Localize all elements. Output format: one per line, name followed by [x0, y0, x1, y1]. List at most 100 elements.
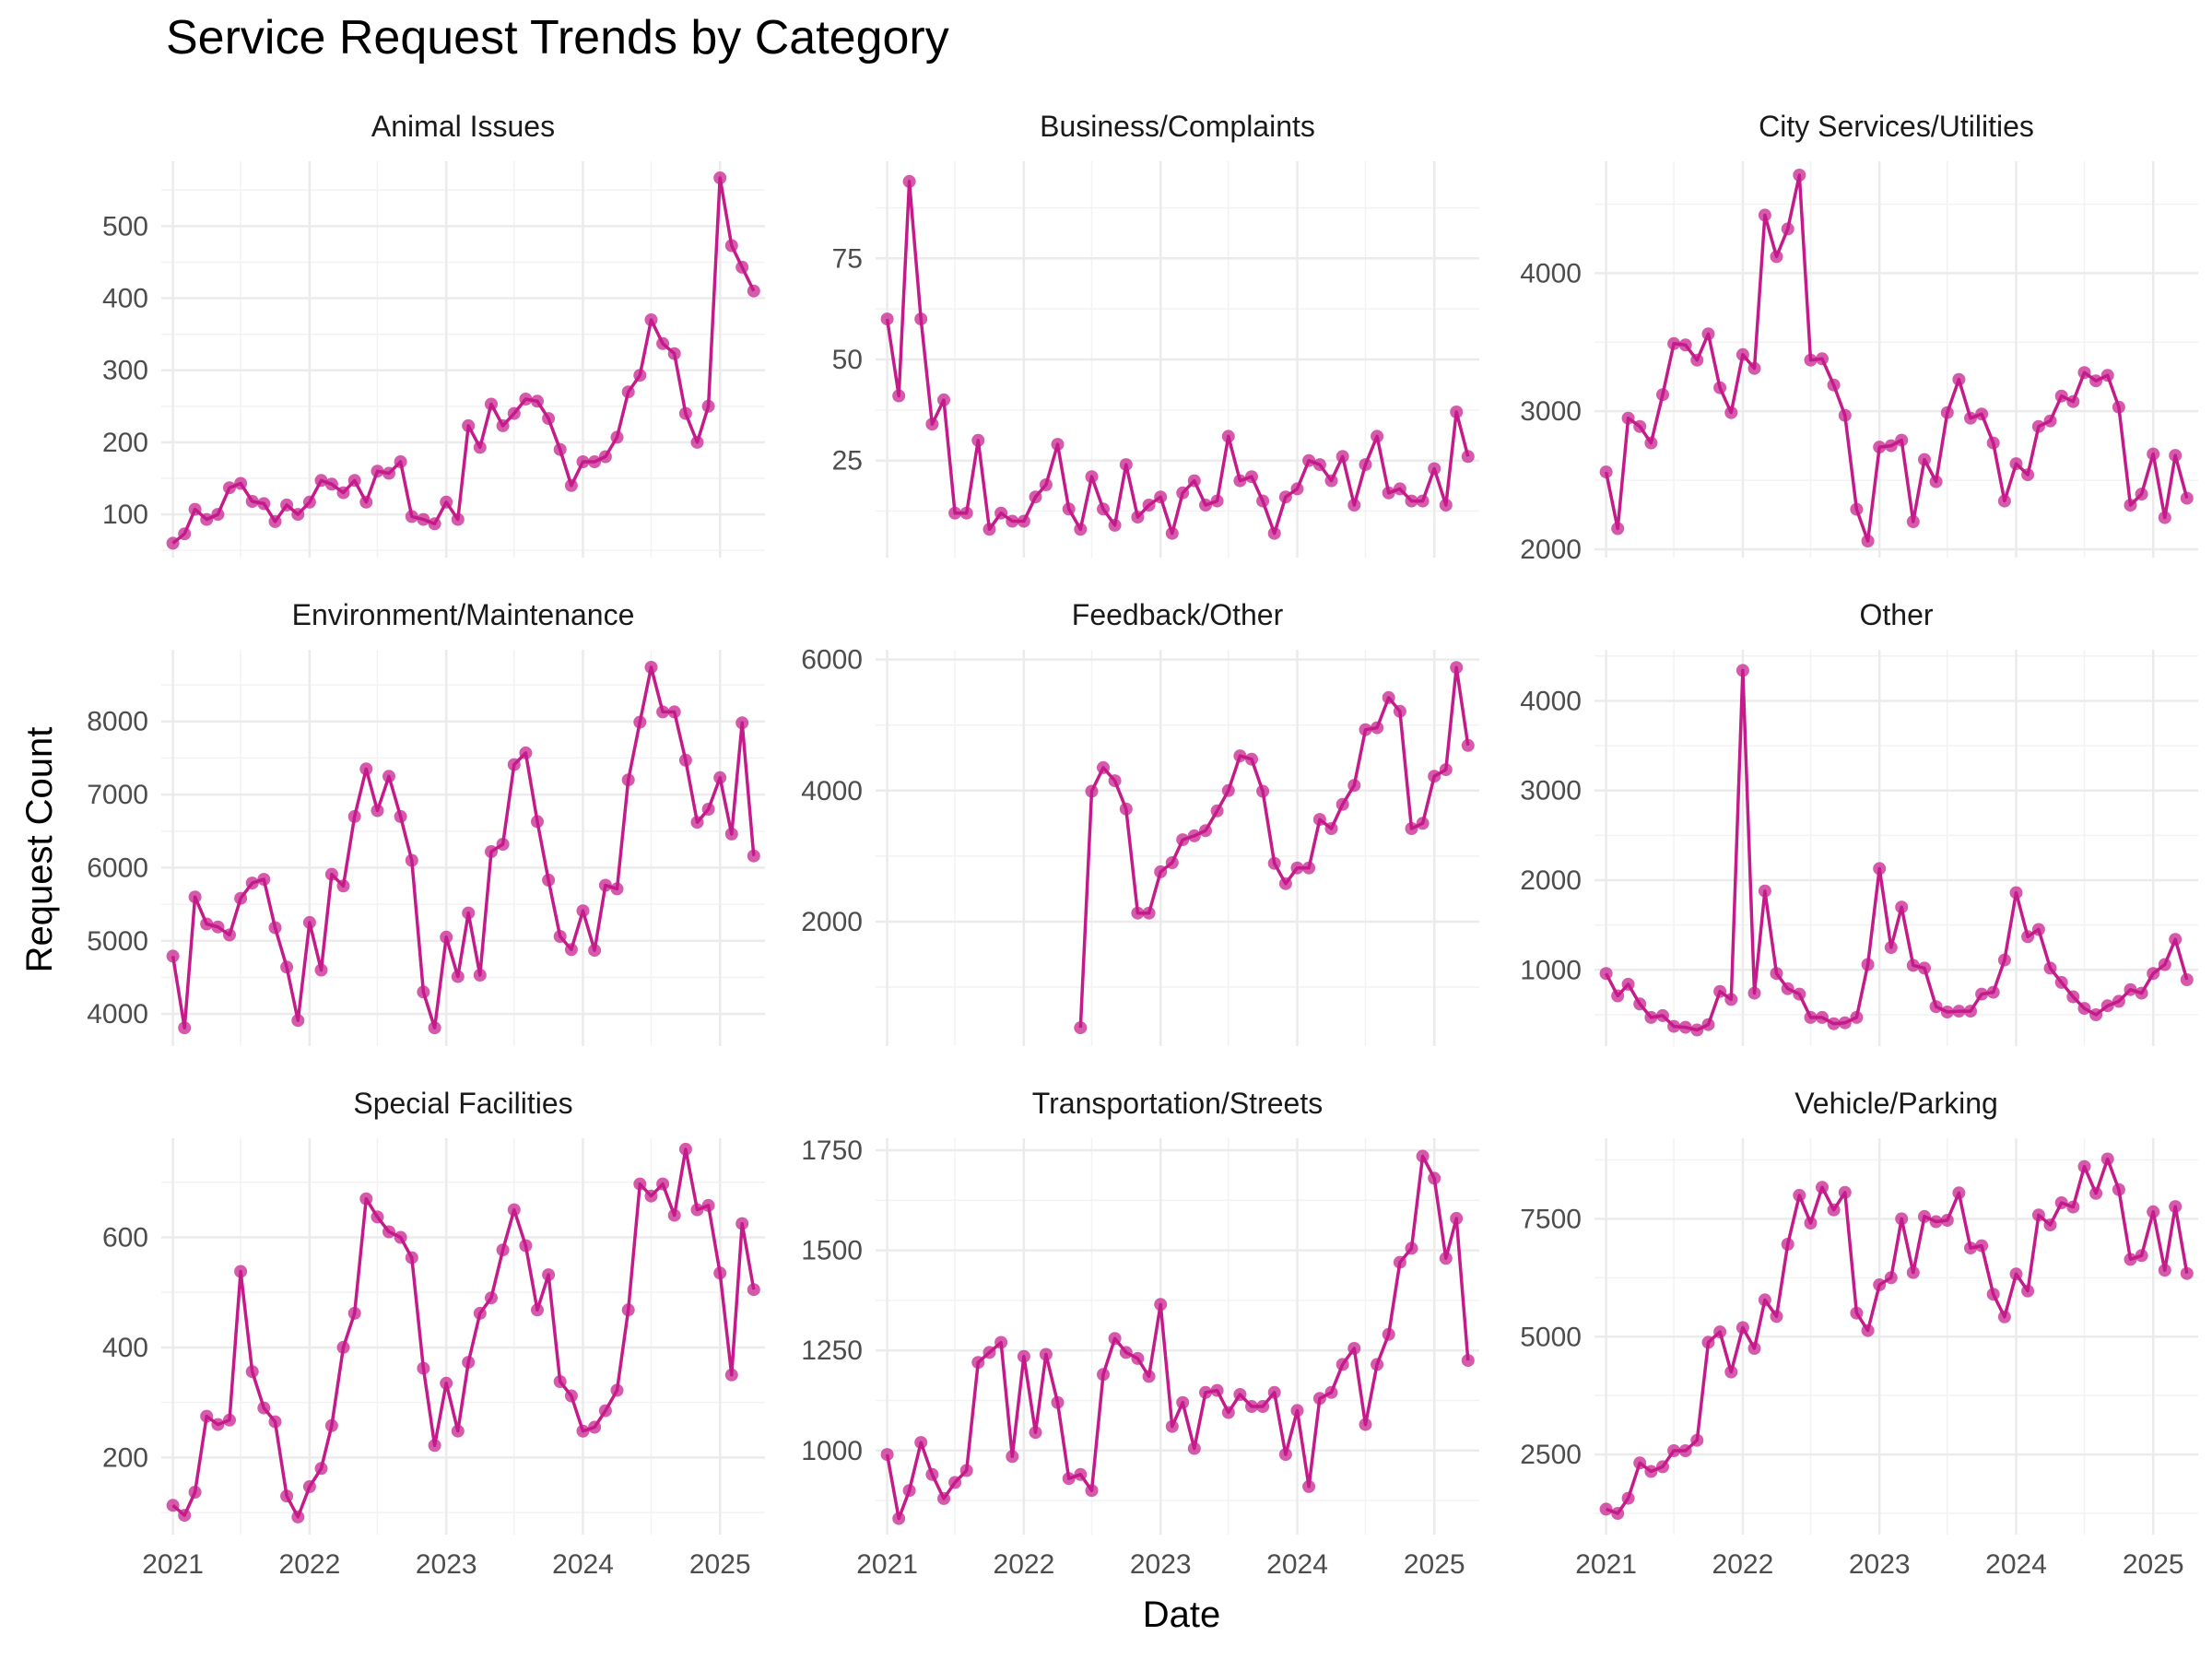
data-point	[1758, 1293, 1771, 1307]
data-point	[1701, 1018, 1715, 1031]
data-point	[1724, 993, 1738, 1006]
data-point	[1335, 450, 1349, 464]
data-point	[1611, 989, 1625, 1003]
data-point	[2021, 468, 2035, 482]
data-point	[667, 1208, 681, 1222]
data-point	[405, 1251, 418, 1265]
data-point	[1347, 779, 1361, 793]
data-point	[1781, 1238, 1794, 1251]
data-point	[2021, 930, 2035, 944]
data-point	[1221, 1406, 1235, 1419]
data-point	[440, 1376, 453, 1390]
data-point	[496, 1243, 510, 1257]
data-point	[405, 853, 418, 867]
data-point	[1097, 760, 1110, 774]
data-point	[324, 477, 338, 491]
data-point	[234, 1265, 248, 1278]
data-point	[1997, 494, 2011, 508]
y-tick-label: 1250	[801, 1335, 863, 1366]
data-point	[1929, 475, 1943, 488]
data-point	[1667, 1019, 1681, 1033]
data-point	[2135, 488, 2148, 501]
data-point	[531, 1303, 544, 1317]
y-tick-label: 7500	[1520, 1204, 1582, 1234]
data-point	[507, 758, 521, 771]
data-point	[1233, 1388, 1247, 1401]
data-point	[735, 716, 749, 730]
data-point	[564, 943, 578, 957]
data-point	[982, 523, 996, 536]
data-point	[1884, 439, 1898, 453]
data-point	[644, 1189, 658, 1203]
data-point	[1895, 433, 1909, 447]
data-point	[1644, 1010, 1658, 1024]
data-point	[1278, 877, 1292, 890]
data-point	[1713, 1325, 1727, 1339]
facet-label: Business/Complaints	[1040, 110, 1315, 143]
facet-label: Other	[1859, 598, 1933, 631]
series-line	[171, 665, 756, 1030]
data-point	[1359, 723, 1372, 736]
data-point	[1142, 1370, 1156, 1383]
data-point	[2112, 1182, 2125, 1196]
data-point	[610, 430, 624, 444]
data-point	[1827, 1203, 1841, 1217]
data-point	[1267, 1385, 1281, 1399]
data-point	[1359, 1418, 1372, 1431]
series-line	[171, 176, 756, 545]
data-point	[553, 442, 567, 456]
data-point	[1633, 419, 1647, 433]
data-point	[245, 495, 259, 508]
x-tick-label: 2021	[142, 1549, 204, 1580]
data-point	[2147, 1205, 2160, 1218]
data-point	[1770, 1310, 1783, 1324]
data-point	[1701, 327, 1715, 341]
data-point	[1906, 959, 1920, 972]
data-point	[1781, 982, 1794, 995]
data-point	[880, 1448, 894, 1462]
data-point	[223, 481, 236, 495]
data-point	[1382, 1327, 1395, 1341]
y-tick-label: 50	[832, 345, 863, 375]
series-line	[1078, 665, 1470, 1029]
data-point	[735, 260, 749, 274]
data-point	[1256, 784, 1270, 798]
x-tick-label: 2023	[1130, 1549, 1192, 1580]
x-tick-label: 2024	[1266, 1549, 1328, 1580]
data-point	[302, 1480, 316, 1493]
data-point	[1735, 1321, 1749, 1335]
data-point	[747, 284, 760, 298]
data-point	[1997, 953, 2011, 967]
chart-title: Service Request Trends by Category	[166, 11, 949, 65]
data-point	[1245, 1400, 1258, 1413]
data-point	[1873, 862, 1887, 876]
data-point	[2112, 994, 2125, 1008]
data-point	[1770, 250, 1783, 264]
data-point	[166, 536, 180, 550]
data-point	[1428, 1171, 1441, 1185]
data-point	[678, 1142, 692, 1156]
data-point	[2169, 1200, 2183, 1214]
data-point	[314, 474, 328, 488]
data-point	[1074, 1467, 1088, 1481]
data-point	[644, 313, 658, 326]
data-point	[678, 406, 692, 420]
data-point	[1074, 1021, 1088, 1035]
data-point	[2009, 457, 2023, 471]
data-point	[462, 418, 476, 432]
data-point	[1416, 1149, 1430, 1163]
data-point	[1986, 1288, 2000, 1301]
data-point	[2100, 999, 2114, 1013]
data-point	[166, 1499, 180, 1512]
data-point	[1678, 1020, 1692, 1034]
data-point	[257, 497, 271, 511]
data-point	[428, 1021, 441, 1035]
x-tick-label: 2024	[552, 1549, 614, 1580]
y-axis-title: Request Count	[19, 727, 60, 973]
data-point	[1324, 1385, 1338, 1399]
data-point	[2043, 414, 2057, 428]
data-point	[2169, 933, 2183, 947]
y-tick-label: 300	[102, 356, 148, 386]
data-point	[1633, 997, 1647, 1011]
